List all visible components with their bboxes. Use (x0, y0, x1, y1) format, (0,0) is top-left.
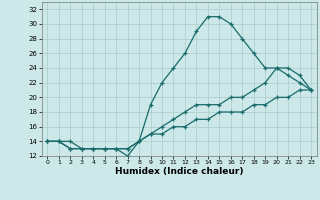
X-axis label: Humidex (Indice chaleur): Humidex (Indice chaleur) (115, 167, 244, 176)
